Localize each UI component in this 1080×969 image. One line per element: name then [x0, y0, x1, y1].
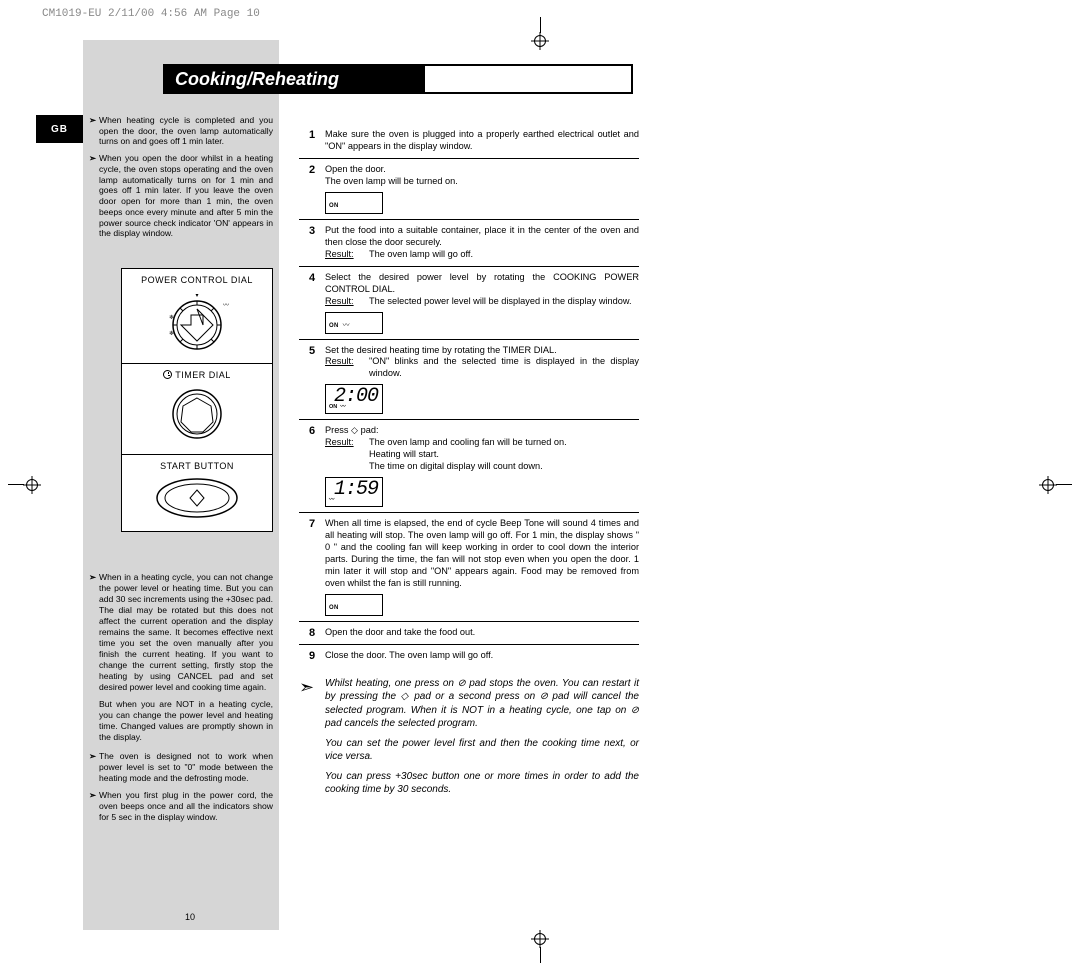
- controls-diagram: POWER CONTROL DIAL ▾ ❄ ❄ 〰 TIMER DIAL: [121, 268, 273, 532]
- step-row: 6 Press ◇ pad: Result:The oven lamp and …: [299, 420, 639, 513]
- step-row: 1 Make sure the oven is plugged into a p…: [299, 124, 639, 159]
- steps-column: 1 Make sure the oven is plugged into a p…: [299, 124, 639, 803]
- display-on-wave: ON〰: [325, 312, 383, 334]
- step-row: 7 When all time is elapsed, the end of c…: [299, 513, 639, 622]
- note-text: When you open the door whilst in a heati…: [99, 153, 273, 239]
- timer-dial-icon: [161, 384, 233, 444]
- svg-text:▾: ▾: [195, 293, 198, 299]
- page-triangle-icon: [163, 910, 179, 924]
- step-row: 4 Select the desired power level by rota…: [299, 267, 639, 340]
- step-row: 5 Set the desired heating time by rotati…: [299, 340, 639, 421]
- tip-arrow-icon: ➣: [299, 677, 325, 803]
- title-bar: Cooking/Reheating: [163, 64, 633, 94]
- note-text: When you first plug in the power cord, t…: [99, 790, 273, 823]
- display-on: ON: [325, 192, 383, 214]
- tip-text: You can set the power level first and th…: [325, 737, 639, 764]
- start-button-label: START BUTTON: [122, 461, 272, 471]
- display-time-159: 1:59 〰: [325, 477, 383, 507]
- page-title: Cooking/Reheating: [165, 66, 425, 92]
- page-number: 10: [163, 910, 195, 924]
- timer-dial-label: TIMER DIAL: [122, 370, 272, 380]
- step-row: 2 Open the door. The oven lamp will be t…: [299, 159, 639, 220]
- svg-text:❄: ❄: [169, 314, 174, 321]
- step-row: 3 Put the food into a suitable container…: [299, 220, 639, 267]
- tips-block: ➣ Whilst heating, one press on ⊘ pad sto…: [299, 677, 639, 803]
- tip-text: Whilst heating, one press on ⊘ pad stops…: [325, 677, 639, 731]
- svg-text:❄: ❄: [169, 330, 174, 337]
- page-frame: GB Cooking/Reheating ➣When heating cycle…: [83, 40, 653, 930]
- tip-text: You can press +30sec button one or more …: [325, 770, 639, 797]
- step-row: 8 Open the door and take the food out.: [299, 622, 639, 645]
- step-row: 9 Close the door. The oven lamp will go …: [299, 645, 639, 667]
- crop-mark-left: [8, 479, 38, 491]
- note-text: When in a heating cycle, you can not cha…: [99, 572, 273, 693]
- power-dial-icon: ▾ ❄ ❄ 〰: [161, 289, 233, 353]
- left-notes-bottom: ➣When in a heating cycle, you can not ch…: [89, 572, 273, 829]
- crop-mark-right: [1042, 479, 1072, 491]
- doc-header-line: CM1019-EU 2/11/00 4:56 AM Page 10: [42, 8, 260, 20]
- svg-text:〰: 〰: [223, 303, 229, 309]
- display-on: ON: [325, 594, 383, 616]
- crop-mark-bottom: [534, 933, 546, 963]
- start-button-icon: [152, 475, 242, 521]
- note-text: The oven is designed not to work when po…: [99, 751, 273, 784]
- left-notes-top: ➣When heating cycle is completed and you…: [89, 115, 273, 245]
- power-dial-label: POWER CONTROL DIAL: [122, 275, 272, 285]
- note-text: When heating cycle is completed and you …: [99, 115, 273, 147]
- language-tab: GB: [36, 115, 83, 143]
- display-time-200: 2:00 ON〰: [325, 384, 383, 414]
- note-text: But when you are NOT in a heating cycle,…: [89, 699, 273, 743]
